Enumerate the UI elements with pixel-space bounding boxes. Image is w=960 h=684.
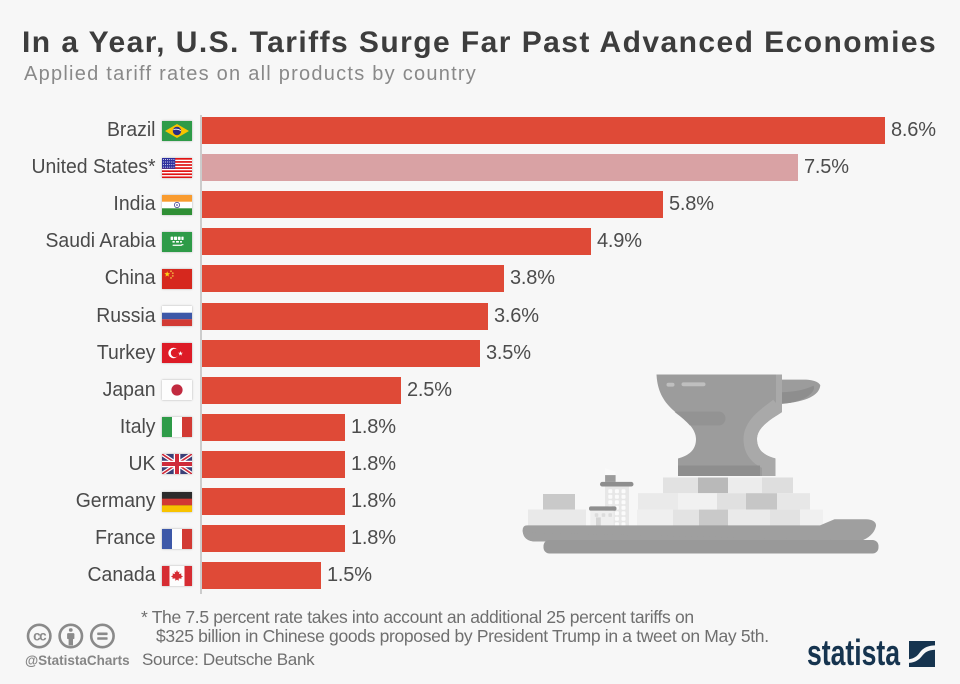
svg-text:statista: statista <box>807 634 901 670</box>
svg-text:cc: cc <box>33 629 47 644</box>
